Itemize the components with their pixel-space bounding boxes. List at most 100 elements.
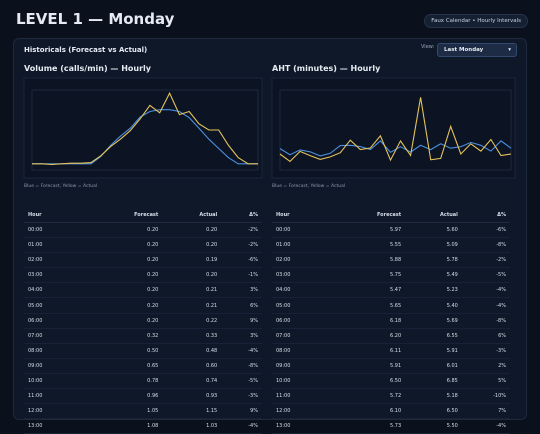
table-cell: 0.22 [159,313,219,329]
view-label: View: [421,44,435,50]
table-cell: 00:00 [272,222,328,239]
table-cell: 0.50 [81,343,160,359]
table-cell: -2% [218,222,262,239]
chart-title: Volume (calls/min) — Hourly [24,64,151,73]
table-row: 05:00 0.20 0.21 6% [24,297,262,314]
table-cell: -3% [218,388,262,405]
table-row: 06:00 0.20 0.22 9% [24,313,262,329]
table-cell: 08:00 [272,343,328,359]
table-cell: -3% [458,343,510,359]
table-cell: 0.20 [81,313,160,329]
table-cell: 0.20 [81,297,160,314]
table-cell: 6.85 [402,373,459,390]
column-header: Forecast [327,208,403,223]
table-cell: 5.91 [327,358,403,374]
table-cell: 0.20 [159,222,219,239]
table-row: 03:00 0.20 0.20 -1% [24,267,262,284]
table-cell: 09:00 [24,358,82,374]
table-cell: 0.20 [159,267,219,284]
table-cell: 6.55 [402,328,459,344]
table-row: 11:00 5.72 5.18 -10% [272,388,510,405]
table-cell: 0.20 [81,282,160,299]
table-cell: 03:00 [272,267,328,284]
table-cell: 6.50 [327,373,403,390]
table-row: 04:00 0.20 0.21 3% [24,282,262,299]
table-cell: 5.75 [327,267,403,284]
table-cell: 1.08 [81,418,160,434]
table-cell: 11:00 [24,388,82,405]
table-cell: 0.21 [159,297,219,314]
table-cell: 6.18 [327,313,403,329]
table-row: 13:00 5.73 5.50 -4% [272,418,510,434]
table-row: 01:00 0.20 0.20 -2% [24,237,262,254]
legend-note: Blue = Forecast, Yellow = Actual [24,184,98,189]
table-row: 07:00 6.20 6.55 6% [272,328,510,344]
table-cell: 7% [458,403,510,420]
table-cell: 5.97 [327,222,403,239]
table-cell: 13:00 [24,418,82,434]
table-cell: 5.23 [402,282,459,299]
series-line [32,91,258,166]
table-cell: 3% [218,282,262,299]
table-cell: 5.60 [402,222,459,239]
table-cell: 5.69 [402,313,459,329]
table-cell: 5.18 [402,388,459,405]
table-cell: 5.72 [327,388,403,405]
table-cell: 6.10 [327,403,403,420]
table-cell: -4% [218,343,262,359]
table-cell: 10:00 [272,373,328,390]
table-row: 00:00 5.97 5.60 -6% [272,222,510,239]
table-cell: 12:00 [272,403,328,420]
table-row: 08:00 0.50 0.48 -4% [24,343,262,359]
table-cell: -8% [458,313,510,329]
table-cell: 0.60 [159,358,219,374]
table-cell: 6.01 [402,358,459,374]
table-cell: -2% [458,252,510,269]
table-cell: 0.74 [159,373,219,390]
table-cell: 0.21 [159,282,219,299]
table-cell: 5.73 [327,418,403,434]
table-cell: -4% [218,418,262,434]
page: LEVEL 1 — Monday Faux Calendar • Hourly … [13,10,528,434]
table-cell: 02:00 [24,252,82,269]
table-cell: 5.49 [402,267,459,284]
table-row: 01:00 5.55 5.09 -8% [272,237,510,254]
table-cell: -8% [218,358,262,374]
plot-frame [279,89,512,171]
table: Hour Forecast Actual Δ% 00:00 0.20 0.20 -2% 01:0… [24,208,262,434]
table-row: 00:00 0.20 0.20 -2% [24,222,262,239]
header-row: Hour Forecast Actual Δ% [24,208,262,223]
table-cell: 06:00 [24,313,82,329]
table-cell: -6% [458,222,510,239]
column-header: Forecast [81,208,160,223]
table-cell: 07:00 [24,328,82,344]
table-cell: 03:00 [24,267,82,284]
view-select[interactable]: Last Monday ▾ [437,43,517,57]
table-cell: 1.05 [81,403,160,420]
table-row: 04:00 5.47 5.23 -4% [272,282,510,299]
table-cell: 13:00 [272,418,328,434]
table-cell: 9% [218,403,262,420]
table-cell: -5% [458,267,510,284]
table-cell: 04:00 [272,282,328,299]
table-cell: 01:00 [272,237,328,254]
table-cell: 0.96 [81,388,160,405]
table-cell: 11:00 [272,388,328,405]
chart-area [271,77,516,179]
badge: Faux Calendar • Hourly Intervals [424,14,528,28]
table-cell: 6% [458,328,510,344]
table-cell: 01:00 [24,237,82,254]
column-header: Hour [24,208,82,223]
table-row: 11:00 0.96 0.93 -3% [24,388,262,405]
table-cell: 02:00 [272,252,328,269]
table-row: 06:00 6.18 5.69 -8% [272,313,510,329]
column-header: Hour [272,208,328,223]
table-cell: -5% [218,373,262,390]
table-cell: -4% [458,282,510,299]
table-cell: 5.78 [402,252,459,269]
table-row: 02:00 0.20 0.19 -6% [24,252,262,269]
table-cell: 0.20 [81,252,160,269]
table-row: 02:00 5.88 5.78 -2% [272,252,510,269]
panel-title: Historicals (Forecast vs Actual) [24,46,148,54]
table-cell: 0.33 [159,328,219,344]
